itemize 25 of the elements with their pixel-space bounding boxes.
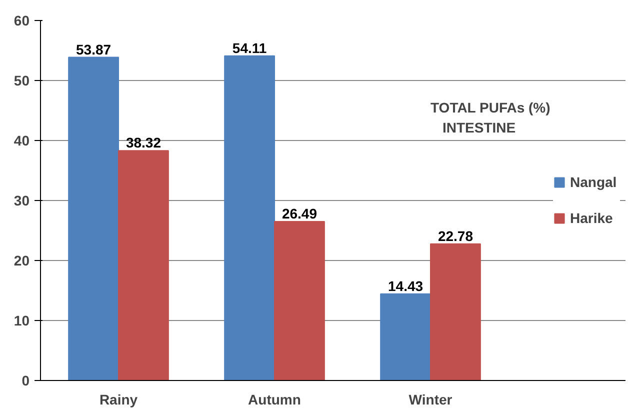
y-tick-label: 50 xyxy=(14,72,30,88)
text: TOTAL PUFAs (%) INTESTINE xyxy=(430,100,550,136)
y-tick-label: 20 xyxy=(14,252,30,268)
bar xyxy=(274,221,325,380)
legend-label: Nangal xyxy=(570,174,618,190)
bar xyxy=(118,150,169,380)
bar xyxy=(68,56,119,380)
y-tick-label: 60 xyxy=(14,12,30,28)
data-label: 38.32 xyxy=(126,134,162,151)
data-label: 14.43 xyxy=(388,278,424,294)
x-tick-label: Winter xyxy=(408,392,453,408)
data-label: 22.78 xyxy=(438,228,474,244)
y-tick-label: 10 xyxy=(14,312,30,328)
x-tick-label: Autumn xyxy=(248,392,301,408)
bar xyxy=(430,243,481,380)
y-tick-label: 30 xyxy=(14,192,30,208)
data-label: 54.11 xyxy=(232,40,267,56)
y-tick-label: 40 xyxy=(14,132,30,148)
bar xyxy=(380,293,431,380)
data-label: 26.49 xyxy=(282,206,318,222)
y-tick-label: 0 xyxy=(22,372,30,388)
legend-label: Harike xyxy=(570,210,614,226)
bar xyxy=(224,55,275,380)
data-label: 53.87 xyxy=(76,41,112,58)
x-tick-label: Rainy xyxy=(99,392,138,408)
